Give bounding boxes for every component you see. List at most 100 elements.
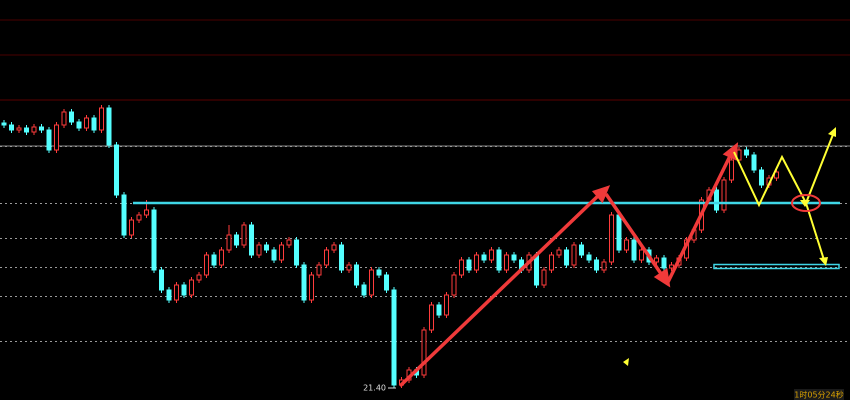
candle-body <box>16 127 22 131</box>
candle-body <box>496 249 502 271</box>
candle-body <box>196 274 202 281</box>
candle-body <box>466 259 472 271</box>
candle-body <box>376 269 382 276</box>
candle-body <box>61 111 67 126</box>
candle-body <box>264 244 269 251</box>
candle-body <box>534 254 539 286</box>
timer-box <box>794 389 844 400</box>
arrow-head <box>819 257 828 266</box>
highlight-ellipse <box>791 194 821 212</box>
candle-body <box>226 234 232 251</box>
low-marker-label: 21.40 <box>363 384 386 393</box>
candle-body <box>54 124 59 151</box>
candle-body <box>339 244 344 271</box>
candle-body <box>39 126 44 131</box>
candle-body <box>616 214 622 251</box>
candle-body <box>301 264 307 301</box>
candle-body <box>571 244 577 266</box>
candle-body <box>136 214 142 221</box>
arrow-head <box>722 142 739 161</box>
arrow-head <box>653 268 671 288</box>
candle-body <box>489 249 494 261</box>
candle-body <box>601 261 607 271</box>
forecast-down <box>805 202 825 261</box>
candle-body <box>504 254 509 271</box>
candle-body <box>331 244 337 251</box>
candle-body <box>151 209 157 271</box>
candle-body <box>324 249 329 266</box>
candle-body <box>564 249 569 266</box>
candle-body <box>669 264 674 269</box>
candle-body <box>511 254 517 261</box>
candle-body <box>166 289 172 301</box>
candle-body <box>46 129 52 151</box>
candle-body <box>594 259 599 271</box>
candle-body <box>9 124 14 131</box>
forecast-up <box>805 131 835 204</box>
candle-body <box>624 239 629 251</box>
arrow-head <box>591 185 611 204</box>
arrow-head <box>800 200 810 207</box>
arrow-head <box>828 127 836 137</box>
candle-body <box>459 259 464 276</box>
candle-body <box>69 111 74 123</box>
candle-body <box>219 249 224 266</box>
support-box <box>713 263 840 270</box>
candle-body <box>579 244 584 256</box>
candle-body <box>309 274 314 301</box>
candle-body <box>249 224 254 256</box>
candle-body <box>714 189 719 211</box>
candle-body <box>639 249 644 261</box>
candle-body <box>444 294 449 316</box>
candle-body <box>759 169 764 186</box>
candle-body <box>316 264 322 276</box>
candle-body <box>84 117 89 129</box>
candle-body <box>294 239 299 266</box>
candle-body <box>774 171 779 179</box>
candle-body <box>159 269 164 291</box>
candle-body <box>144 209 149 216</box>
candle-body <box>91 117 97 131</box>
candle-body <box>286 239 292 246</box>
candle-body <box>204 254 209 276</box>
candle-body <box>661 257 667 269</box>
annotations <box>133 127 840 388</box>
candle-body <box>421 329 427 376</box>
candle-body <box>631 239 637 261</box>
candle-body <box>451 274 457 296</box>
candle-body <box>436 304 442 316</box>
candle-body <box>654 257 659 263</box>
candle-body <box>391 289 397 386</box>
candle-body <box>541 269 547 286</box>
candle-body <box>481 254 487 261</box>
arrow <box>666 151 734 283</box>
candle-body <box>114 144 119 196</box>
candle-body <box>369 269 374 296</box>
timer: 1时05分24秒 <box>794 390 843 400</box>
forecast <box>733 151 807 208</box>
candle-body <box>181 284 187 296</box>
candle-body <box>76 121 82 129</box>
candle-body <box>211 254 217 266</box>
candle-body <box>1 122 7 126</box>
arrow <box>398 192 602 388</box>
candle-body <box>189 279 194 296</box>
candle-body <box>556 249 562 256</box>
candle-body <box>24 127 29 133</box>
candle-body <box>474 254 479 271</box>
candle-body <box>586 254 592 261</box>
candle-body <box>279 244 284 261</box>
candle-body <box>256 244 262 256</box>
arrow <box>604 193 666 279</box>
candle-body <box>99 107 104 131</box>
candle-body <box>174 284 179 301</box>
candle-body <box>429 304 434 331</box>
candle-body <box>361 284 367 296</box>
yellow-path <box>733 131 835 261</box>
candle-body <box>384 274 389 291</box>
marker <box>623 358 629 366</box>
red-arrows <box>398 142 739 388</box>
candle-body <box>106 107 112 146</box>
candle-body <box>354 264 359 286</box>
